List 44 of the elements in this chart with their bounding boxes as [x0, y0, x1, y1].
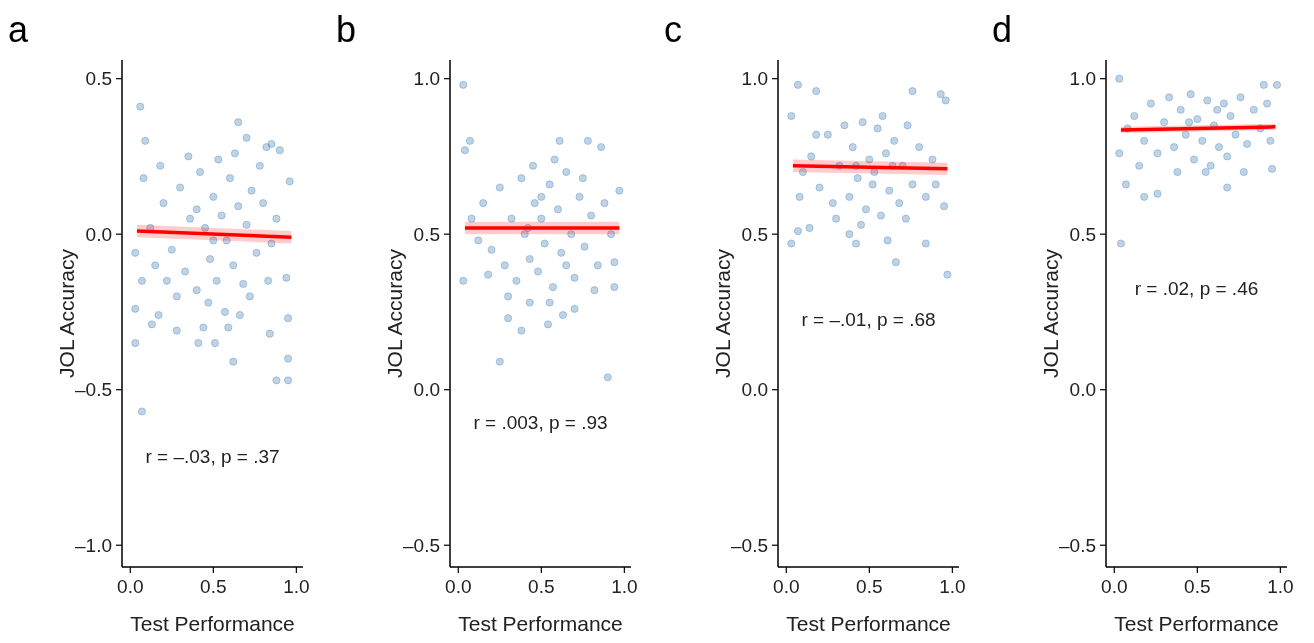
y-tick-label: 0.0	[85, 223, 112, 245]
annotation: r = –.03, p = .37	[145, 446, 280, 468]
annotation: r = .02, p = .46	[1134, 278, 1259, 300]
y-tick-label: –0.5	[1059, 534, 1096, 556]
y-tick-label: –0.5	[403, 534, 440, 556]
x-tick-label: 1.0	[283, 576, 310, 597]
x-tick-label: 0.5	[1184, 576, 1211, 597]
annotation: r = –.01, p = .68	[801, 309, 936, 331]
y-tick-label: 0.5	[1069, 223, 1096, 245]
x-tick-label: 0.0	[117, 576, 144, 597]
y-tick-label: –1.0	[75, 534, 112, 556]
x-tick-label: 1.0	[611, 576, 638, 597]
y-tick-label: 1.0	[413, 68, 440, 90]
chart-title: d	[992, 9, 1013, 50]
y-axis-title: JOL Accuracy	[1039, 248, 1062, 378]
annotation: r = .003, p = .93	[473, 411, 608, 433]
x-axis-title: Test Performance	[1114, 612, 1279, 635]
y-axis-title: JOL Accuracy	[55, 248, 78, 378]
y-tick-label: –0.5	[75, 379, 112, 401]
chart-title: c	[664, 9, 682, 50]
y-tick-label: 0.5	[85, 68, 112, 90]
y-tick-label: 0.0	[741, 379, 768, 401]
chart-title: a	[8, 9, 29, 50]
x-tick-label: 1.0	[1267, 576, 1294, 597]
x-axis-title: Test Performance	[130, 612, 295, 635]
y-tick-label: 1.0	[741, 68, 768, 90]
y-tick-label: 0.0	[1069, 379, 1096, 401]
y-tick-label: 0.5	[413, 223, 440, 245]
x-axis-title: Test Performance	[458, 612, 623, 635]
x-tick-label: 1.0	[939, 576, 966, 597]
chart-title: b	[336, 9, 357, 50]
y-tick-label: 1.0	[1069, 68, 1096, 90]
y-tick-label: 0.0	[413, 379, 440, 401]
y-tick-label: –0.5	[731, 534, 768, 556]
x-tick-label: 0.5	[856, 576, 883, 597]
y-axis-title: JOL Accuracy	[383, 248, 406, 378]
y-tick-label: 0.5	[741, 223, 768, 245]
x-tick-label: 0.5	[528, 576, 555, 597]
x-axis-title: Test Performance	[786, 612, 951, 635]
x-tick-label: 0.0	[773, 576, 800, 597]
x-tick-label: 0.5	[200, 576, 227, 597]
x-tick-label: 0.0	[445, 576, 472, 597]
y-axis-title: JOL Accuracy	[711, 248, 734, 378]
x-tick-label: 0.0	[1101, 576, 1128, 597]
